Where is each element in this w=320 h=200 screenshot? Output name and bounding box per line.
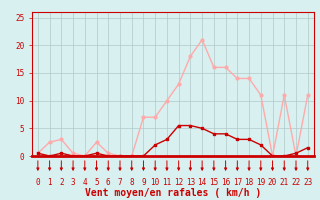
Text: 16: 16 — [221, 178, 230, 187]
Text: 10: 10 — [151, 178, 160, 187]
Text: 5: 5 — [94, 178, 99, 187]
Text: 13: 13 — [186, 178, 195, 187]
Text: 1: 1 — [47, 178, 52, 187]
Text: 7: 7 — [118, 178, 122, 187]
Text: 11: 11 — [162, 178, 172, 187]
Text: 20: 20 — [268, 178, 277, 187]
Text: 17: 17 — [233, 178, 242, 187]
Text: 9: 9 — [141, 178, 146, 187]
Text: 19: 19 — [256, 178, 265, 187]
Text: 15: 15 — [209, 178, 219, 187]
Text: 2: 2 — [59, 178, 64, 187]
Text: 23: 23 — [303, 178, 312, 187]
Text: 0: 0 — [36, 178, 40, 187]
Text: 8: 8 — [129, 178, 134, 187]
Text: 18: 18 — [244, 178, 254, 187]
Text: Vent moyen/en rafales ( km/h ): Vent moyen/en rafales ( km/h ) — [85, 188, 261, 198]
Text: 22: 22 — [292, 178, 300, 187]
Text: 14: 14 — [197, 178, 207, 187]
Text: 3: 3 — [71, 178, 76, 187]
Text: 6: 6 — [106, 178, 111, 187]
Text: 21: 21 — [280, 178, 289, 187]
Text: 12: 12 — [174, 178, 183, 187]
Text: 4: 4 — [83, 178, 87, 187]
